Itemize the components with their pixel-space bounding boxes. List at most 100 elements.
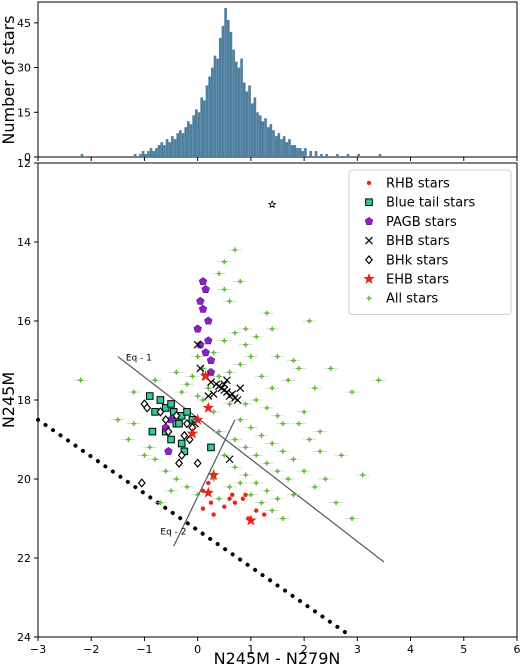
data-point [301, 468, 307, 474]
histogram-bar [171, 136, 174, 157]
legend-label: RHB stars [386, 177, 450, 192]
histogram-bar [290, 145, 294, 157]
data-point [152, 377, 158, 383]
histogram-bar [133, 154, 137, 157]
data-point [259, 373, 265, 379]
data-point [269, 440, 275, 446]
data-point [275, 468, 280, 474]
data-point [216, 373, 222, 379]
legend-label: EHB stars [386, 273, 449, 288]
legend-entry: BHB stars [365, 234, 450, 249]
data-point [245, 514, 257, 526]
data-point [233, 396, 242, 404]
y-tick-label: 14 [17, 236, 31, 249]
histogram-y-ticks: 0 15 30 45 [17, 17, 518, 164]
data-point [198, 304, 208, 313]
data-point [264, 488, 270, 494]
data-point [301, 409, 307, 415]
x-tick-label: 2 [301, 643, 308, 656]
histogram-bar [202, 100, 206, 157]
data-point [312, 484, 318, 490]
histogram-bar [200, 97, 203, 157]
legend-marker [364, 217, 374, 225]
data-point [164, 426, 173, 437]
data-point [296, 365, 302, 371]
histogram-bar [274, 136, 278, 157]
histogram-bar [314, 151, 318, 157]
data-point [200, 397, 206, 403]
histogram-bar [304, 148, 307, 157]
data-point [198, 277, 208, 286]
data-point [243, 472, 249, 478]
data-point [167, 435, 175, 444]
data-point [296, 421, 302, 427]
data-point [115, 417, 121, 423]
data-point [196, 296, 205, 305]
x-tick-label: 6 [514, 643, 520, 656]
data-point [195, 354, 201, 360]
legend-entry: BHk stars [365, 253, 449, 268]
histogram-bar [157, 145, 161, 157]
data-point [317, 429, 323, 435]
data-point [248, 492, 254, 498]
histogram-bar [240, 58, 243, 158]
histogram-bar [264, 118, 267, 157]
data-point [253, 334, 259, 340]
data-point [253, 397, 259, 403]
legend-marker [365, 255, 373, 265]
y-tick-label: 16 [17, 315, 31, 328]
data-point [202, 401, 215, 413]
histogram-bar [195, 109, 198, 157]
data-point [243, 326, 249, 332]
data-point [186, 427, 199, 439]
legend-marker [363, 273, 375, 284]
data-point [78, 377, 84, 383]
histogram-y-tick-label: 30 [17, 62, 31, 75]
data-point [221, 286, 227, 292]
data-point [259, 433, 265, 439]
histogram-bar [280, 139, 283, 157]
legend-label: All stars [386, 292, 438, 307]
x-tick-label: −3 [30, 643, 46, 656]
data-point [261, 512, 267, 517]
data-point [199, 370, 212, 382]
x-tick-label: 5 [460, 643, 467, 656]
data-point [248, 354, 254, 360]
data-point [232, 437, 238, 442]
data-point [232, 500, 238, 505]
histogram-bar [266, 127, 270, 157]
legend-marker [365, 236, 373, 245]
data-point [227, 298, 233, 304]
data-point [145, 392, 154, 400]
x-tick-label: 3 [354, 643, 361, 656]
legend-label: Blue tail stars [386, 196, 476, 211]
data-point [328, 365, 334, 371]
legend-label: BHB stars [386, 234, 450, 249]
histogram-bar [218, 37, 222, 158]
data-point [175, 419, 183, 428]
data-point [164, 446, 173, 455]
histogram-bar [163, 145, 166, 157]
data-point [161, 404, 170, 412]
histogram-bar [192, 115, 196, 157]
data-point [227, 496, 232, 501]
scatter-x-ticks: −3 −2 −1 0 1 2 3 4 5 6 [30, 637, 520, 656]
histogram-bar [168, 142, 172, 157]
data-point [193, 340, 202, 349]
data-point [211, 512, 216, 517]
data-point [185, 434, 194, 445]
data-point [237, 480, 243, 486]
histogram-bar [226, 19, 230, 158]
histogram-bar [141, 151, 145, 157]
data-point [264, 405, 270, 411]
histogram-bar [184, 127, 188, 157]
data-point [137, 478, 146, 488]
data-point [208, 500, 214, 505]
data-point [191, 413, 204, 425]
data-point [216, 271, 222, 277]
legend-frame [348, 169, 512, 315]
data-point [232, 247, 238, 253]
data-point [131, 389, 137, 395]
data-point [211, 350, 217, 356]
